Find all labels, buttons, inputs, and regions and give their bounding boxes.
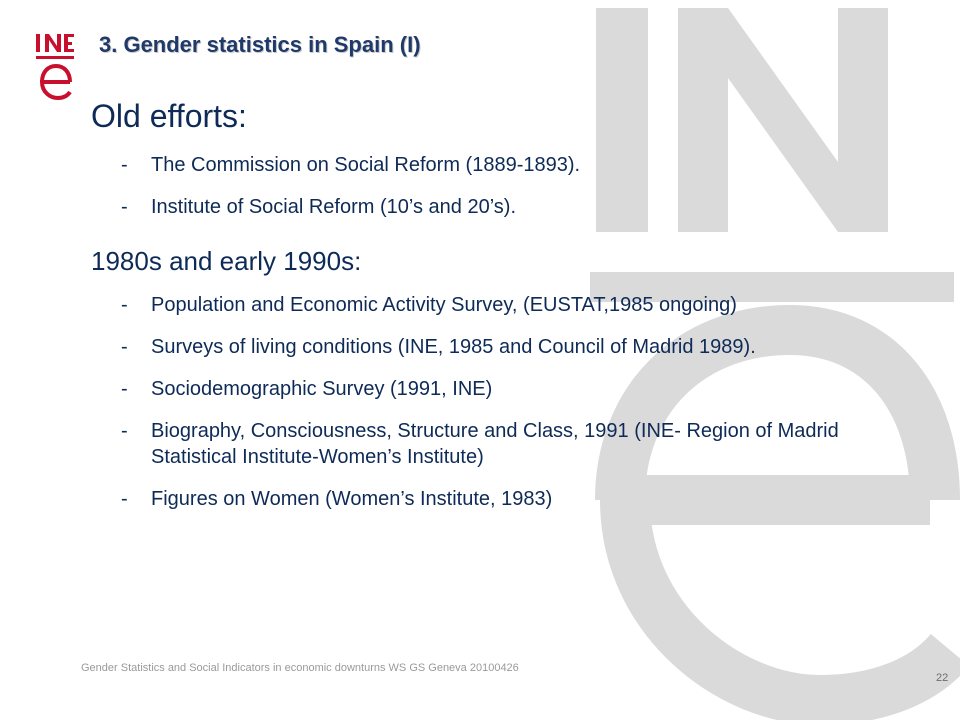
- list-item: - Population and Economic Activity Surve…: [91, 292, 891, 318]
- bullet-dash: -: [121, 196, 128, 218]
- list-item-text: Population and Economic Activity Survey,…: [151, 294, 737, 316]
- list-item-text: Figures on Women (Women’s Institute, 198…: [151, 488, 553, 510]
- old-efforts-list: - The Commission on Social Reform (1889-…: [91, 152, 891, 220]
- bullet-dash: -: [121, 378, 128, 400]
- ine-logo: [36, 34, 74, 101]
- list-item: - The Commission on Social Reform (1889-…: [91, 152, 891, 178]
- bullet-dash: -: [121, 488, 128, 510]
- bullet-dash: -: [121, 154, 128, 176]
- slide-content: Old efforts: - The Commission on Social …: [91, 94, 891, 528]
- footer-text: Gender Statistics and Social Indicators …: [81, 662, 519, 674]
- list-item-text: Biography, Consciousness, Structure and …: [151, 420, 839, 468]
- bullet-dash: -: [121, 336, 128, 358]
- bullet-dash: -: [121, 420, 128, 442]
- list-item-text: Surveys of living conditions (INE, 1985 …: [151, 336, 756, 358]
- list-item: - Sociodemographic Survey (1991, INE): [91, 376, 891, 402]
- list-item-text: Institute of Social Reform (10’s and 20’…: [151, 196, 516, 218]
- section-heading-old-efforts: Old efforts:: [91, 98, 247, 134]
- list-item-text: The Commission on Social Reform (1889-18…: [151, 154, 581, 176]
- list-item-text: Sociodemographic Survey (1991, INE): [151, 378, 493, 400]
- list-item: - Surveys of living conditions (INE, 198…: [91, 334, 891, 360]
- list-item: - Figures on Women (Women’s Institute, 1…: [91, 486, 891, 512]
- list-item: - Biography, Consciousness, Structure an…: [91, 418, 891, 470]
- 1980s-list: - Population and Economic Activity Surve…: [91, 292, 891, 512]
- page-number: 22: [936, 672, 949, 684]
- list-item: - Institute of Social Reform (10’s and 2…: [91, 194, 891, 220]
- section-heading-1980s: 1980s and early 1990s:: [91, 246, 362, 276]
- bullet-dash: -: [121, 294, 128, 316]
- slide-title: 3. Gender statistics in Spain (I): [99, 32, 421, 57]
